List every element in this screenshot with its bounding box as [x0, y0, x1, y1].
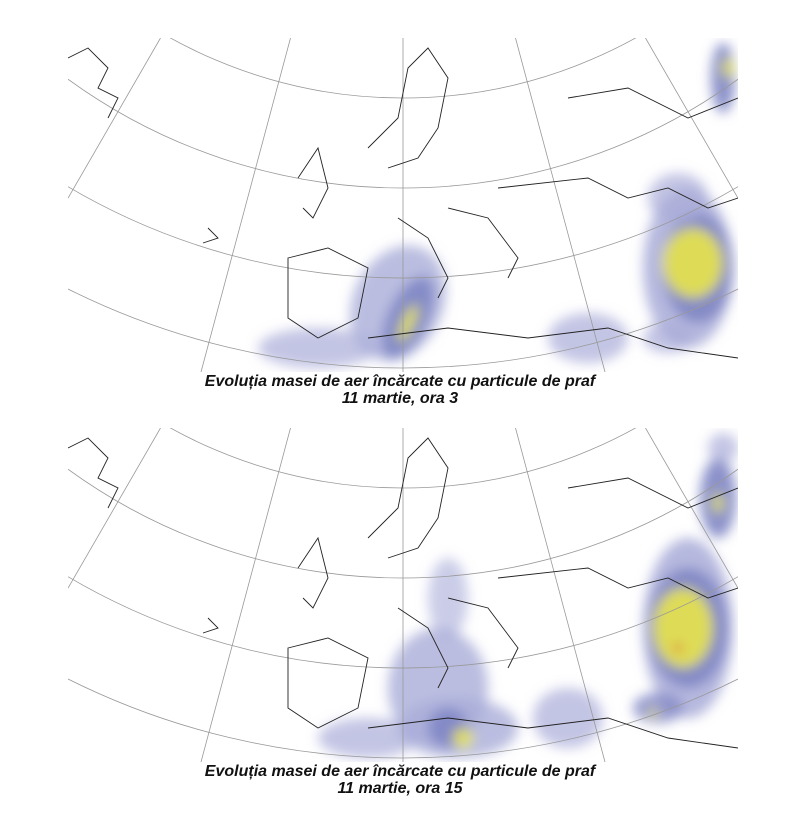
figure-caption-2: Evoluția masei de aer încărcate cu parti… [0, 763, 800, 797]
dust-area [258, 328, 378, 368]
coastline [68, 437, 119, 509]
coastline [367, 437, 449, 559]
dust-map-ora-15 [68, 428, 738, 762]
dust-area [318, 718, 418, 758]
coastline [497, 177, 738, 209]
coastline [367, 327, 738, 359]
coastline [287, 247, 369, 339]
coastline [68, 47, 119, 119]
dust-area [663, 228, 723, 298]
dust-area [713, 493, 723, 513]
coastline [397, 217, 449, 299]
caption-date: 11 martie, ora 15 [337, 780, 463, 797]
coastline [567, 87, 738, 119]
meridian-line [200, 38, 291, 372]
dust-area [533, 688, 603, 748]
map-svg [68, 428, 738, 762]
dust-area [674, 644, 682, 652]
caption-title: Evoluția masei de aer încărcate cu parti… [204, 763, 596, 780]
dust-area [711, 43, 735, 113]
coastline [497, 567, 738, 599]
meridian-line [200, 428, 291, 762]
meridian-line [515, 428, 606, 762]
dust-layer [258, 43, 735, 368]
dust-map-ora-3 [68, 38, 738, 372]
caption-date: 11 martie, ora 3 [341, 390, 459, 407]
dust-area [648, 173, 708, 223]
coastline [202, 227, 219, 244]
coastline [202, 617, 219, 634]
meridian-line [645, 428, 738, 589]
coastline [397, 607, 449, 689]
dust-area [548, 313, 628, 363]
dust-area [653, 588, 713, 668]
meridian-line [645, 38, 738, 199]
map-svg [68, 38, 738, 372]
dust-area [643, 323, 693, 353]
caption-title: Evoluția masei de aer încărcate cu parti… [204, 373, 596, 390]
coastline [447, 207, 519, 279]
coastline [297, 146, 329, 219]
dust-area [633, 693, 683, 723]
meridian-line [68, 428, 161, 589]
meridian-line [68, 38, 161, 199]
meridian-line [515, 38, 606, 372]
coastline [567, 477, 738, 509]
coastline [287, 637, 369, 729]
dust-layer [318, 433, 738, 758]
coastline [367, 47, 449, 169]
dust-area [649, 709, 657, 717]
coastline [297, 536, 329, 609]
coastline [367, 717, 738, 749]
coastline [447, 597, 519, 669]
dust-area [708, 433, 738, 463]
figure-caption-1: Evoluția masei de aer încărcate cu parti… [0, 373, 800, 407]
dust-area [453, 728, 473, 748]
dust-area [722, 58, 734, 78]
